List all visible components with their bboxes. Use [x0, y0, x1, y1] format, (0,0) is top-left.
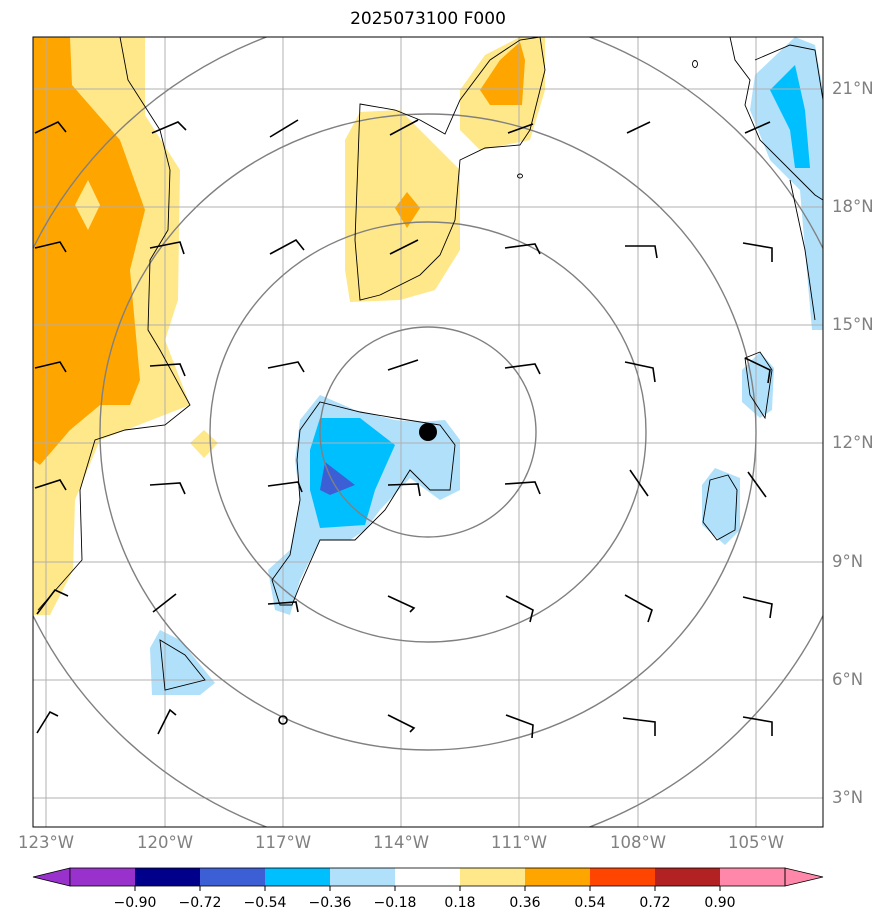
- colorbar-label: −0.54: [243, 895, 287, 911]
- colorbar-label: −0.18: [373, 895, 417, 911]
- storm-center-marker: [419, 423, 437, 441]
- colorbar-label: −0.72: [178, 895, 222, 911]
- lat-label-6n: 6°N: [832, 670, 864, 689]
- colorbar-extend-high: [784, 867, 824, 887]
- colorbar-label: 0.18: [444, 895, 476, 911]
- lat-label-21n: 21°N: [832, 79, 874, 98]
- colorbar-label: 0.90: [704, 895, 736, 911]
- coastlines: [37, 37, 823, 691]
- negative-anomaly-east-medium: [770, 65, 810, 168]
- lon-label-111w: 111°W: [490, 833, 548, 852]
- lon-label-123w: 123°W: [17, 833, 75, 852]
- negative-anomaly-central-medium: [310, 418, 395, 528]
- negative-anomaly-southwest-light: [150, 630, 215, 695]
- lon-label-105w: 105°W: [727, 833, 785, 852]
- colorbar-label: −0.90: [113, 895, 157, 911]
- range-rings: [33, 37, 823, 827]
- positive-anomaly-west-medium: [33, 37, 145, 465]
- lat-label-9n: 9°N: [832, 552, 864, 571]
- lon-label-120w: 120°W: [136, 833, 194, 852]
- colorbar-label: 0.72: [639, 895, 671, 911]
- graticule: [33, 37, 823, 827]
- positive-anomaly-west-hole: [75, 180, 100, 230]
- colorbar-extend-low: [32, 867, 71, 887]
- lat-label-12n: 12°N: [832, 433, 874, 452]
- map-frame: [32, 36, 824, 828]
- lon-label-114w: 114°W: [372, 833, 430, 852]
- colorbar-label: 0.54: [574, 895, 606, 911]
- wind-barbs: [34, 119, 773, 739]
- colorbar-label: −0.36: [308, 895, 352, 911]
- negative-anomaly-central-strong: [320, 462, 355, 495]
- lat-label-15n: 15°N: [832, 315, 874, 334]
- negative-anomaly-east-light-2: [742, 352, 774, 418]
- lat-label-3n: 3°N: [832, 788, 864, 807]
- map-title: 2025073100 F000: [350, 9, 506, 29]
- lon-label-117w: 117°W: [254, 833, 312, 852]
- colorbar-label: 0.36: [509, 895, 541, 911]
- negative-anomaly-east-light-3: [702, 468, 740, 545]
- positive-anomaly-dot: [190, 430, 218, 458]
- colorbar: [32, 867, 824, 891]
- lat-label-18n: 18°N: [832, 197, 874, 216]
- lon-label-108w: 108°W: [609, 833, 667, 852]
